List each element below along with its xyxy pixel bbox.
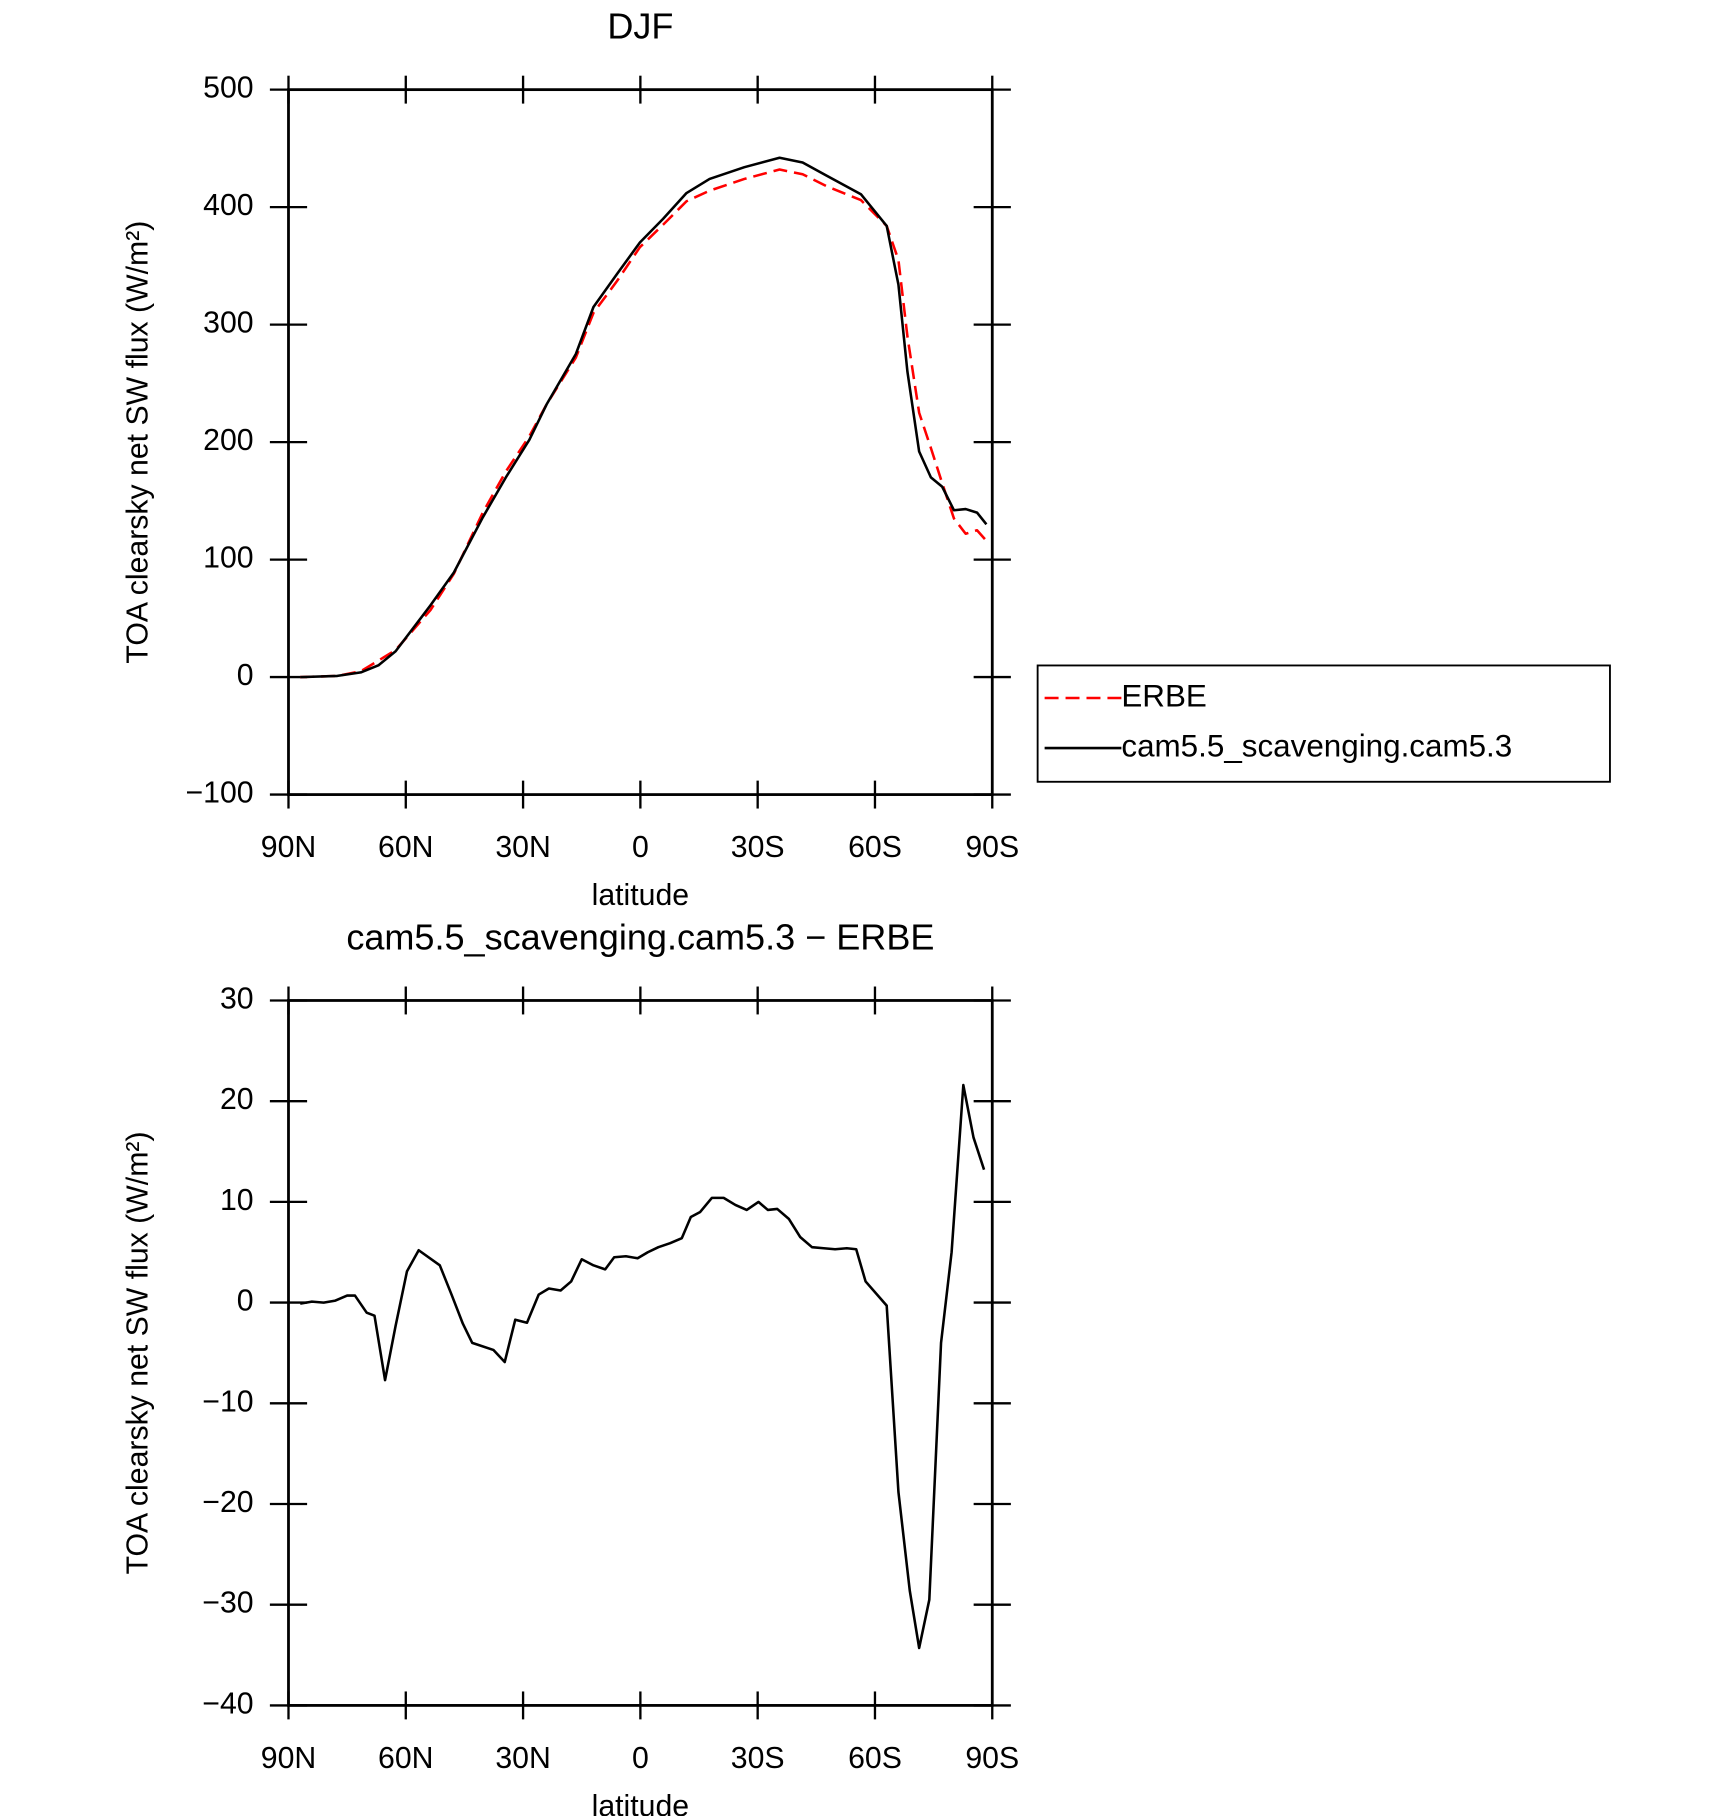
x-tick-label: 90S (965, 1742, 1019, 1775)
x-tick-label: 90S (965, 831, 1019, 864)
y-tick-label: −40 (202, 1687, 253, 1720)
chart-title: cam5.5_scavenging.cam5.3 − ERBE (346, 917, 934, 958)
y-tick-label: 200 (203, 424, 253, 457)
y-tick-label: 300 (203, 307, 253, 340)
x-tick-label: 0 (632, 831, 649, 864)
legend-label: ERBE (1121, 678, 1206, 713)
legend-box (1036, 664, 1611, 783)
x-tick-label: 60S (848, 1742, 902, 1775)
y-tick-label: 500 (203, 72, 253, 105)
y-tick-label: 20 (220, 1083, 254, 1116)
y-tick-label: 400 (203, 189, 253, 222)
x-tick-label: 60N (378, 1742, 433, 1775)
y-axis-label: TOA clearsky net SW flux (W/m²) (122, 1131, 155, 1574)
x-tick-label: 60N (378, 831, 433, 864)
data-line (300, 1083, 986, 1650)
data-line (300, 156, 988, 679)
y-tick-label: 30 (220, 982, 254, 1015)
y-tick-label: −10 (202, 1385, 253, 1418)
x-tick-label: 90N (261, 1742, 316, 1775)
y-tick-label: 0 (237, 659, 254, 692)
x-tick-label: 30S (731, 1742, 785, 1775)
chart-title: DJF (607, 6, 673, 47)
y-tick-label: −100 (185, 777, 253, 810)
x-tick-label: 60S (848, 831, 902, 864)
x-tick-label: 90N (261, 831, 316, 864)
plot-frame (287, 88, 994, 796)
x-axis-label: latitude (592, 879, 690, 912)
x-tick-label: 30N (495, 831, 550, 864)
y-tick-label: −30 (202, 1587, 253, 1620)
x-tick-label: 30S (731, 831, 785, 864)
y-tick-label: 100 (203, 542, 253, 575)
y-tick-label: 10 (220, 1184, 254, 1217)
x-tick-label: 30N (495, 1742, 550, 1775)
y-tick-label: 0 (237, 1285, 254, 1318)
y-axis-label: TOA clearsky net SW flux (W/m²) (122, 221, 155, 664)
plot-frame (287, 999, 994, 1707)
legend-label: cam5.5_scavenging.cam5.3 (1121, 728, 1512, 763)
x-tick-label: 0 (632, 1742, 649, 1775)
data-line (300, 168, 988, 679)
x-axis-label: latitude (592, 1790, 690, 1816)
y-tick-label: −20 (202, 1486, 253, 1519)
